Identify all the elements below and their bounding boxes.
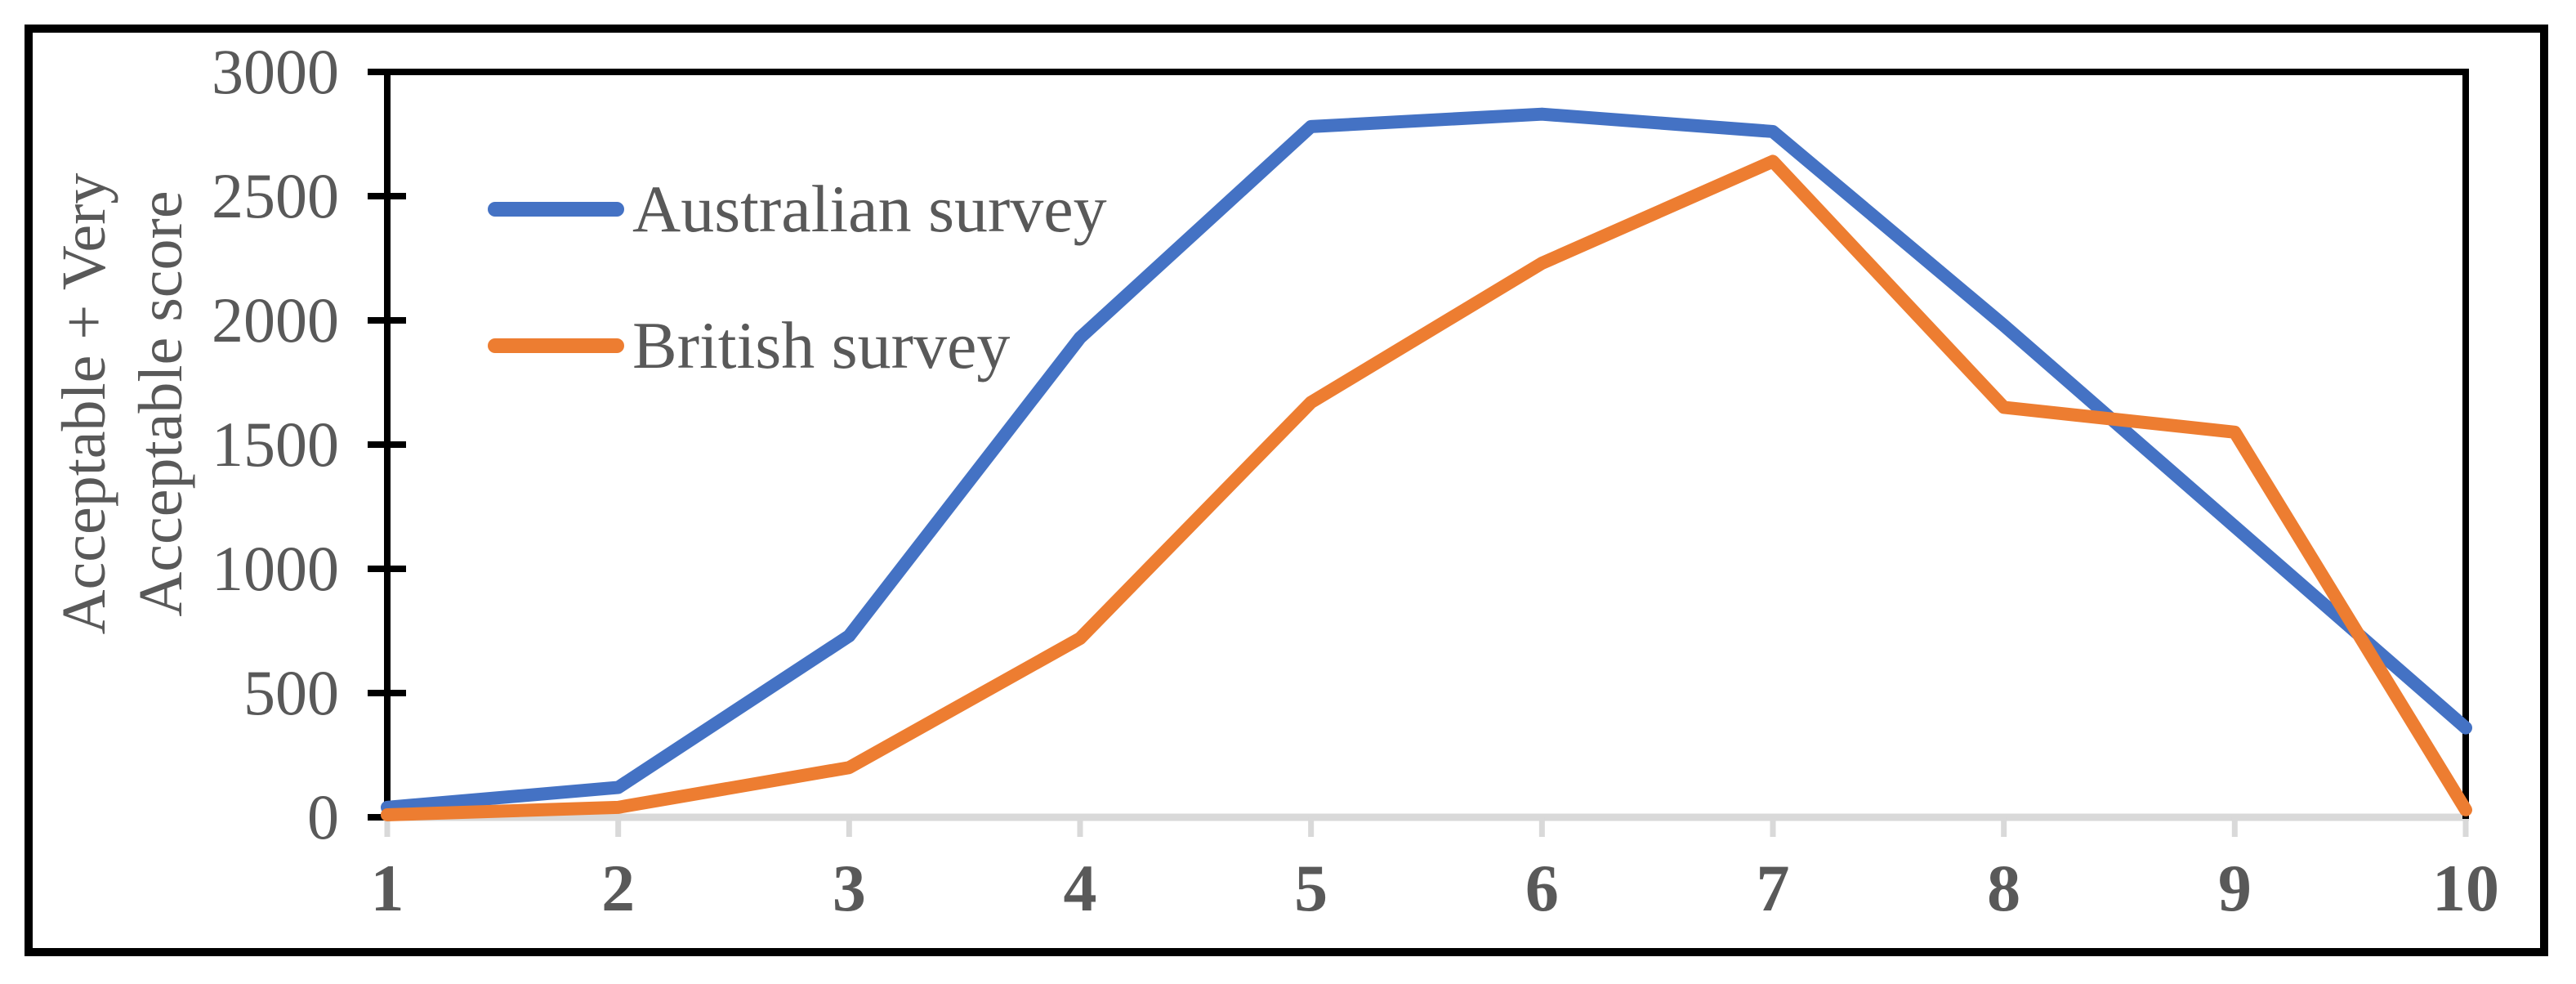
legend-item-australian-survey: Australian survey (488, 164, 1107, 254)
y-tick-label-1000: 1000 (212, 533, 339, 604)
legend-label-british-survey: British survey (632, 308, 1011, 382)
x-tick-label-3: 3 (832, 851, 866, 925)
australian-survey-line-swatch (488, 202, 624, 217)
figure-border (25, 25, 2548, 956)
x-tick-label-10: 10 (2432, 851, 2499, 925)
x-tick-label-8: 8 (1987, 851, 2021, 925)
x-tick-label-5: 5 (1294, 851, 1328, 925)
y-tick-label-2000: 2000 (212, 284, 339, 356)
y-tick-label-3000: 3000 (212, 36, 339, 107)
y-tick-label-0: 0 (307, 781, 339, 852)
x-tick-label-1: 1 (370, 851, 404, 925)
series-line-british-survey (381, 154, 2472, 821)
y-tick-label-500: 500 (243, 657, 339, 728)
x-tick-label-4: 4 (1063, 851, 1097, 925)
x-tick-label-6: 6 (1525, 851, 1559, 925)
x-tick-label-9: 9 (2217, 851, 2252, 925)
legend-label-australian-survey: Australian survey (632, 172, 1107, 246)
x-tick-label-2: 2 (601, 851, 636, 925)
x-tick-label-7: 7 (1756, 851, 1790, 925)
y-tick-label-2500: 2500 (212, 160, 339, 231)
y-tick-label-1500: 1500 (212, 409, 339, 480)
british-survey-line-swatch (488, 338, 624, 353)
legend-item-british-survey: British survey (488, 301, 1010, 391)
